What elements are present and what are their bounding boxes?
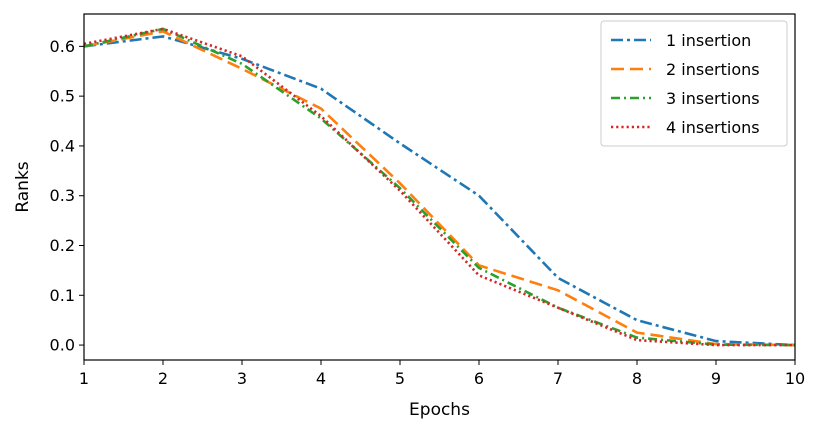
y-tick-label: 0.3 <box>50 186 75 205</box>
x-axis-ticks: 1 2 3 4 5 6 7 8 9 10 <box>79 360 805 388</box>
x-tick-label: 5 <box>395 369 405 388</box>
legend-box <box>600 20 788 147</box>
x-tick-label: 8 <box>632 369 642 388</box>
x-tick-label: 6 <box>474 369 484 388</box>
series-line-4 <box>83 27 795 347</box>
y-axis-label: Ranks <box>13 161 33 212</box>
y-axis-ticks: 0.0 0.1 0.2 0.3 0.4 0.5 0.6 <box>50 37 84 355</box>
legend-label-2: 2 insertions <box>666 60 760 79</box>
series-line-1 <box>83 35 796 347</box>
legend-label-4: 4 insertions <box>666 118 760 137</box>
y-tick-label: 0.2 <box>50 236 75 255</box>
series-line-2 <box>83 30 796 347</box>
plot-lines <box>83 27 796 347</box>
x-tick-label: 7 <box>553 369 563 388</box>
y-tick-label: 0.6 <box>50 37 75 56</box>
x-tick-label: 9 <box>711 369 721 388</box>
x-tick-label: 4 <box>316 369 326 388</box>
y-tick-label: 0.0 <box>50 336 75 355</box>
plot-frame <box>83 13 796 361</box>
legend: 1 insertion 2 insertions 3 insertions 4 ins… <box>600 20 788 147</box>
legend-label-3: 3 insertions <box>666 89 760 108</box>
legend-label-1: 1 insertion <box>666 31 751 50</box>
x-tick-label: 2 <box>158 369 168 388</box>
y-tick-label: 0.4 <box>50 136 75 155</box>
y-tick-label: 0.5 <box>50 87 75 106</box>
x-axis-label: Epochs <box>409 400 470 420</box>
x-tick-label: 3 <box>237 369 247 388</box>
x-tick-label: 1 <box>79 369 89 388</box>
x-tick-label: 10 <box>785 369 805 388</box>
series-line-3 <box>83 27 796 347</box>
y-tick-label: 0.1 <box>50 286 75 305</box>
